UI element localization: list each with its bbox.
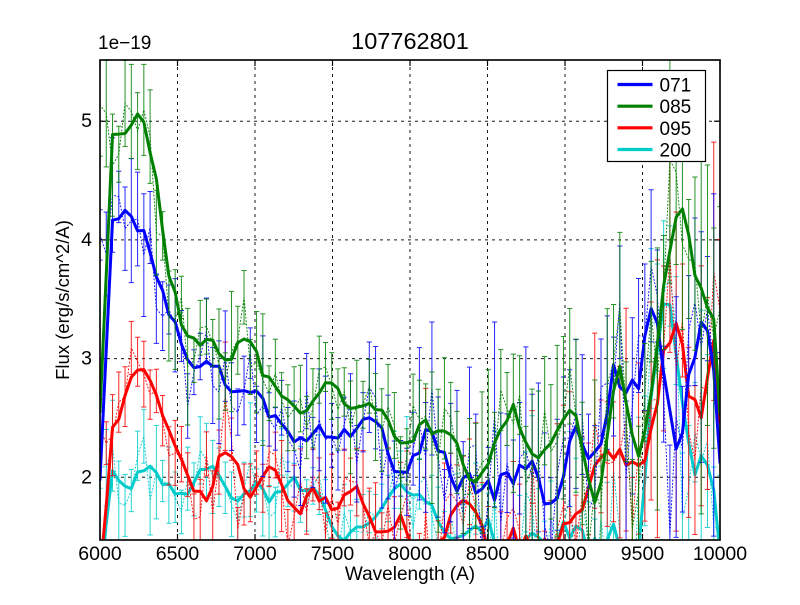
svg-text:3: 3 [81,348,92,370]
svg-text:107762801: 107762801 [351,28,469,54]
svg-text:200: 200 [660,141,692,162]
svg-text:9000: 9000 [543,543,587,565]
svg-text:6500: 6500 [156,543,200,565]
svg-text:7000: 7000 [233,543,277,565]
svg-text:8500: 8500 [466,543,510,565]
svg-text:7500: 7500 [311,543,355,565]
svg-text:10000: 10000 [693,543,747,565]
svg-text:6000: 6000 [78,543,122,565]
svg-text:071: 071 [660,76,692,97]
svg-text:9500: 9500 [621,543,665,565]
svg-text:1e−19: 1e−19 [98,33,151,54]
svg-text:085: 085 [660,97,692,118]
svg-text:5: 5 [81,110,92,132]
svg-text:8000: 8000 [388,543,432,565]
svg-text:4: 4 [81,229,92,251]
svg-text:095: 095 [660,119,692,140]
svg-text:2: 2 [81,466,92,488]
svg-text:Wavelength (A): Wavelength (A) [345,564,475,585]
svg-text:Flux (erg/s/cm^2/A): Flux (erg/s/cm^2/A) [52,220,73,380]
